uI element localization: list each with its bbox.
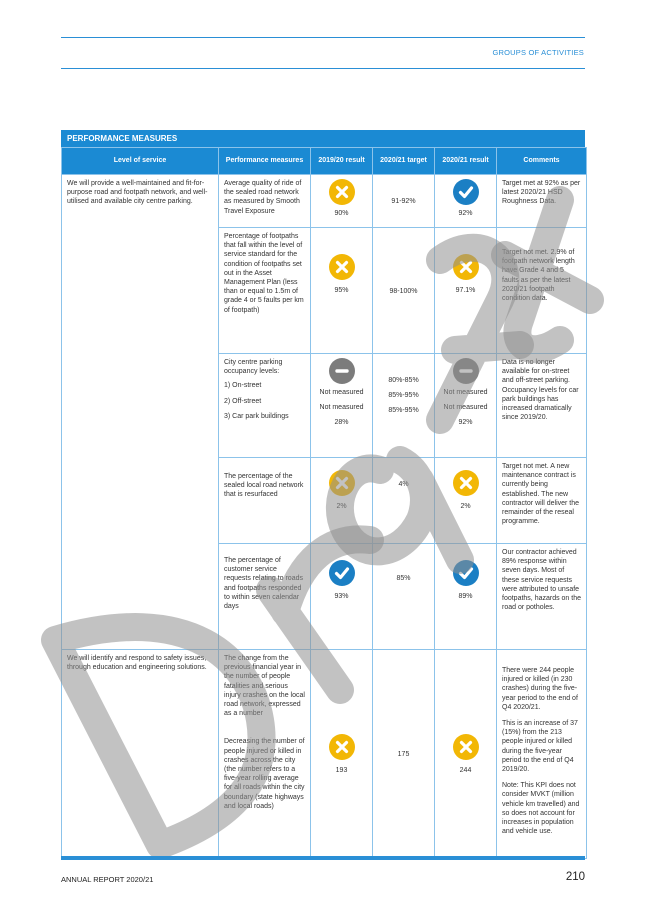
measure-cell: Percentage of footpaths that fall within… xyxy=(218,227,311,354)
result-value: 193 xyxy=(335,767,348,775)
header-rule xyxy=(61,37,585,38)
cross-icon xyxy=(328,254,355,280)
result-value: Not measured xyxy=(319,404,364,412)
measure-cell: Average quality of ride of the sealed ro… xyxy=(218,174,311,228)
measure-cell: The change from the previous financial y… xyxy=(218,649,311,859)
result-value: 28% xyxy=(334,419,349,427)
cross-icon xyxy=(452,734,479,761)
measure-item: 2) Off-street xyxy=(224,397,262,405)
target-value: 85%-95% xyxy=(388,392,419,400)
result-value: Not measured xyxy=(443,404,488,412)
measure-text: The change from the previous financial y… xyxy=(224,655,305,718)
result-value: 95% xyxy=(334,287,349,294)
result-value: 2% xyxy=(336,503,347,510)
result-2021-cell: 97.1% xyxy=(434,227,497,354)
result-2021-cell: 92% xyxy=(434,174,497,228)
footer-rule xyxy=(61,856,585,860)
comment-paragraph: Note: This KPI does not consider MVKT (m… xyxy=(502,782,580,836)
measure-text: Decreasing the number of people injured … xyxy=(224,738,305,810)
comment-cell: Data is no longer available for on-stree… xyxy=(496,353,587,458)
col-header-result-2021: 2020/21 result xyxy=(434,147,497,175)
col-header-measures: Performance measures xyxy=(218,147,311,175)
result-1920-cell: 90% xyxy=(310,174,373,228)
result-1920-cell: 193 xyxy=(310,649,373,859)
target-cell: 98-100% xyxy=(372,227,435,354)
footer-report-title: ANNUAL REPORT 2020/21 xyxy=(61,875,154,884)
target-cell: 175 xyxy=(372,649,435,859)
minus-icon xyxy=(328,358,355,384)
target-value: 85%-95% xyxy=(388,407,419,415)
comment-cell: Target not met. A new maintenance contra… xyxy=(496,457,587,544)
result-value: 92% xyxy=(458,210,473,217)
result-1920-cell: 2% xyxy=(310,457,373,544)
result-2021-cell: Not measured Not measured 92% xyxy=(434,353,497,458)
measure-intro: City centre parking occupancy levels: xyxy=(224,359,283,376)
table-header-row: Level of service Performance measures 20… xyxy=(61,147,587,175)
result-value: 92% xyxy=(458,419,473,427)
cross-icon xyxy=(452,470,479,496)
result-value: 89% xyxy=(458,593,473,600)
check-icon xyxy=(452,179,479,205)
result-2021-cell: 244 xyxy=(434,649,497,859)
minus-icon xyxy=(452,358,479,384)
section-label: GROUPS OF ACTIVITIES xyxy=(492,48,584,57)
measure-cell: City centre parking occupancy levels: 1)… xyxy=(218,353,311,458)
performance-table: Level of service Performance measures 20… xyxy=(61,147,587,859)
result-value: Not measured xyxy=(443,389,488,396)
comment-paragraph: This is an increase of 37 (15%) from the… xyxy=(502,720,578,774)
measure-cell: The percentage of the sealed local road … xyxy=(218,457,311,544)
result-1920-cell: 95% xyxy=(310,227,373,354)
col-header-target-2021: 2020/21 target xyxy=(372,147,435,175)
target-cell: 85% xyxy=(372,543,435,650)
target-cell: 4% xyxy=(372,457,435,544)
target-value: 80%-85% xyxy=(388,377,419,384)
result-value: 90% xyxy=(334,210,349,217)
measure-cell: The percentage of customer service reque… xyxy=(218,543,311,650)
result-1920-cell: Not measured Not measured 28% xyxy=(310,353,373,458)
comment-cell: Target not met. 2.9% of footpath network… xyxy=(496,227,587,354)
comment-cell: Target met at 92% as per latest 2020/21 … xyxy=(496,174,587,228)
target-cell: 91-92% xyxy=(372,174,435,228)
page-number: 210 xyxy=(565,871,585,883)
cross-icon xyxy=(328,179,355,205)
cross-icon xyxy=(328,734,355,761)
cross-icon xyxy=(452,254,479,280)
comment-cell: Our contractor achieved 89% response wit… xyxy=(496,543,587,650)
level-of-service-cell: We will provide a well-maintained and fi… xyxy=(61,174,219,650)
result-2021-cell: 2% xyxy=(434,457,497,544)
result-value: Not measured xyxy=(319,389,364,396)
cross-icon xyxy=(328,470,355,496)
result-1920-cell: 93% xyxy=(310,543,373,650)
comment-paragraph: There were 244 people injured or killed … xyxy=(502,667,578,711)
header-rule-lower xyxy=(61,68,585,69)
result-2021-cell: 89% xyxy=(434,543,497,650)
table-row: We will identify and respond to safety i… xyxy=(61,649,587,859)
check-icon xyxy=(328,560,355,586)
table-row: We will provide a well-maintained and fi… xyxy=(61,174,587,650)
col-header-level: Level of service xyxy=(61,147,219,175)
measure-item: 1) On-street xyxy=(224,382,262,390)
comment-cell: There were 244 people injured or killed … xyxy=(496,649,587,859)
target-cell: 80%-85% 85%-95% 85%-95% xyxy=(372,353,435,458)
result-value: 244 xyxy=(459,767,472,775)
measure-item: 3) Car park buildings xyxy=(224,412,289,420)
table-row: City centre parking occupancy levels: 1)… xyxy=(62,353,587,458)
table-title: PERFORMANCE MEASURES xyxy=(61,130,585,147)
col-header-result-1920: 2019/20 result xyxy=(310,147,373,175)
result-value: 97.1% xyxy=(455,287,476,294)
col-header-comments: Comments xyxy=(496,147,587,175)
check-icon xyxy=(452,560,479,586)
result-value: 2% xyxy=(460,503,471,510)
result-value: 93% xyxy=(334,593,349,600)
level-of-service-cell: We will identify and respond to safety i… xyxy=(61,649,219,859)
